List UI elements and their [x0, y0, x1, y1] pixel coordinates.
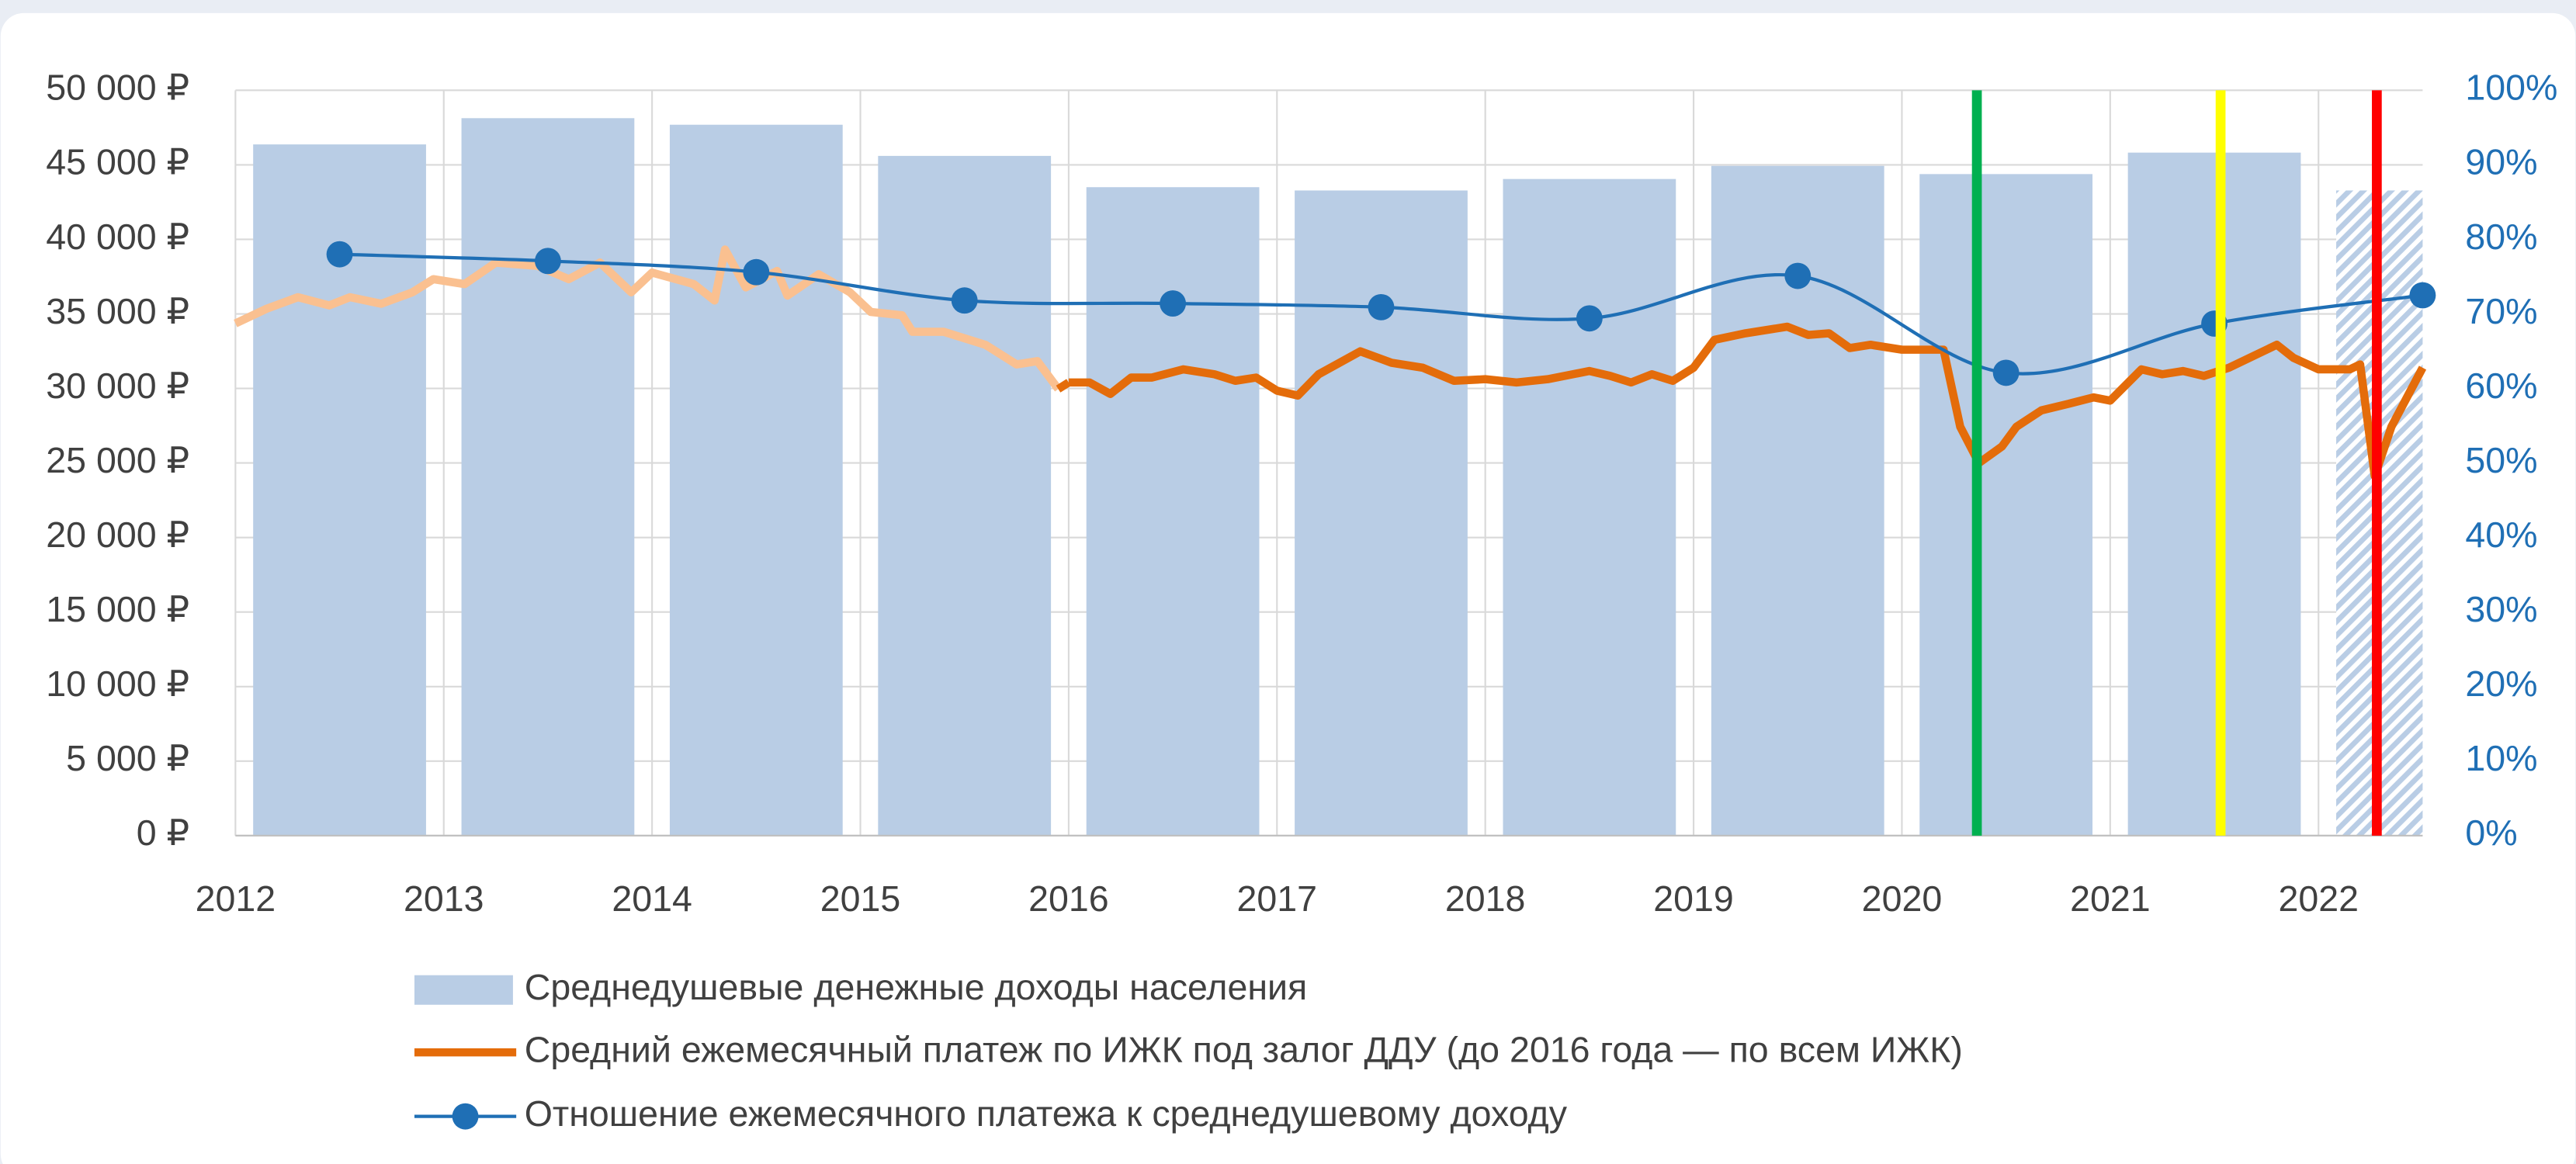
bar [1503, 178, 1676, 836]
event-line [2372, 90, 2382, 836]
x-tick-label: 2013 [404, 878, 484, 919]
line-early [234, 245, 1062, 392]
event-line [2215, 90, 2226, 836]
lines [234, 241, 2436, 480]
y2-tick-label: 80% [2465, 217, 2537, 257]
y-tick-label: 10 000 ₽ [46, 663, 189, 704]
y2-tick-label: 100% [2465, 68, 2557, 108]
bar [2127, 152, 2301, 836]
x-tick-label: 2015 [820, 878, 901, 919]
y-tick-label: 30 000 ₽ [46, 365, 189, 406]
y2-tick-label: 30% [2465, 589, 2537, 629]
line [1068, 322, 2427, 480]
x-tick-label: 2022 [2278, 878, 2359, 919]
bar [1295, 190, 1468, 836]
y2-tick-label: 0% [2465, 812, 2517, 853]
ratio-marker [743, 258, 770, 286]
bar [1919, 174, 2093, 836]
ratio-marker [535, 248, 561, 275]
ratio-marker [2409, 282, 2436, 309]
legend-swatch [452, 1103, 479, 1130]
y-tick-label: 15 000 ₽ [46, 589, 189, 629]
y-tick-label: 40 000 ₽ [46, 217, 189, 257]
x-tick-label: 2012 [196, 878, 276, 919]
y-tick-label: 25 000 ₽ [46, 440, 189, 480]
y-tick-label: 35 000 ₽ [46, 291, 189, 331]
legend-label: Отношение ежемесячного платежа к среднед… [525, 1093, 1568, 1134]
x-tick-label: 2014 [612, 878, 692, 919]
bar [461, 118, 635, 836]
bar [669, 124, 843, 836]
y2-tick-label: 20% [2465, 663, 2537, 704]
line-join [1056, 379, 1071, 393]
ratio-marker [326, 241, 353, 268]
bar [1086, 187, 1260, 836]
y2-tick-label: 50% [2465, 440, 2537, 480]
y-tick-label: 50 000 ₽ [46, 68, 189, 108]
ratio-marker [1576, 305, 1603, 332]
y2-tick-label: 40% [2465, 514, 2537, 555]
y2-tick-label: 60% [2465, 365, 2537, 406]
y2-tick-label: 10% [2465, 738, 2537, 778]
bar [878, 155, 1052, 836]
event-line [1971, 90, 1982, 836]
ratio-marker [1784, 262, 1812, 289]
ratio-marker [1160, 290, 1187, 317]
legend-label: Средний ежемесячный платеж по ИЖК под за… [525, 1029, 1963, 1069]
ratio-marker [1368, 293, 1395, 320]
ratio-marker [951, 287, 978, 314]
y-tick-label: 0 ₽ [137, 812, 189, 853]
y-tick-label: 20 000 ₽ [46, 514, 189, 555]
y-tick-label: 5 000 ₽ [66, 738, 189, 778]
x-tick-label: 2018 [1445, 878, 1526, 919]
y2-tick-label: 90% [2465, 142, 2537, 182]
y-tick-label: 45 000 ₽ [46, 142, 189, 182]
x-tick-label: 2017 [1237, 878, 1318, 919]
y2-tick-label: 70% [2465, 291, 2537, 331]
x-tick-label: 2020 [1862, 878, 1943, 919]
ratio-marker [1992, 359, 2020, 386]
legend-swatch [414, 975, 513, 1005]
x-tick-label: 2019 [1653, 878, 1734, 919]
x-tick-label: 2016 [1028, 878, 1109, 919]
legend-label: Среднедушевые денежные доходы населения [525, 967, 1308, 1007]
x-tick-label: 2021 [2070, 878, 2151, 919]
